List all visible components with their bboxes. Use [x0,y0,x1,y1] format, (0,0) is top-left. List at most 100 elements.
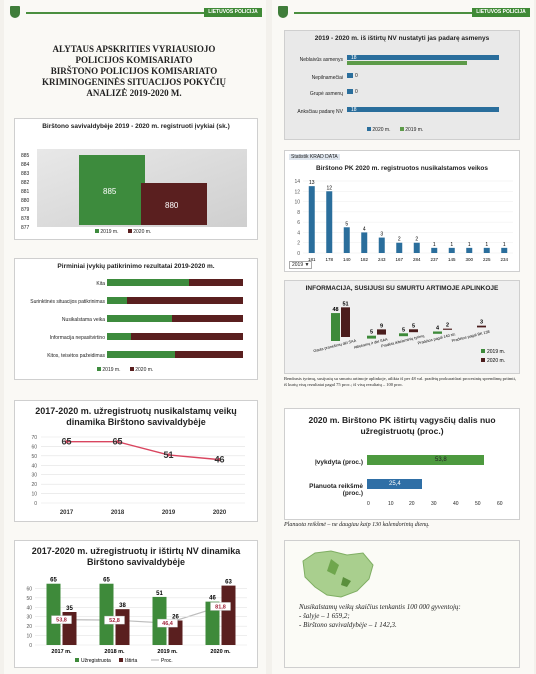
pct-box [157,618,178,628]
column-2020 [477,325,486,328]
x-tick: 2019 [162,510,176,516]
bar-2020 [141,183,207,225]
y-tick: 884 [21,162,30,168]
column [448,247,455,253]
x-tick: 40 [453,501,459,507]
data-point [115,440,120,444]
x-tick: 2018 m. [104,649,125,655]
bar-registered [99,583,114,645]
bar-category: Įvykdyta (proc.) [314,459,363,466]
x-tick: 2017 [60,510,74,516]
bar-value: 25,4 [389,481,401,487]
y-tick: 0 [29,643,32,649]
legend-swatch [129,367,134,371]
x-tick: 243 [378,257,386,262]
label-2020: 51 [342,301,348,307]
category-label: Pradėtos pagal BK 138 [451,330,490,343]
data-label: 65 [112,437,122,447]
category-label: Kitos, teisėtos pažeidimas [47,353,105,359]
data-label: 51 [163,450,173,460]
label-solved: 63 [225,580,232,586]
y-tick: 30 [26,615,32,621]
data-label: 5 [345,221,348,227]
bar-fill [107,351,175,358]
x-tick: 145 [448,257,456,262]
value-label: 0 [355,89,358,95]
police-logo-icon [10,6,20,18]
legend-label: 2020 m. [133,229,152,235]
bar-solved [115,609,130,645]
caption-line: - Birštono savivaldybėje – 1 142,3. [299,621,397,629]
label-registered: 65 [50,578,57,584]
chart-title: 2017-2020 m. užregistruotų nusikalstamų … [15,406,257,428]
y-tick: 40 [26,605,32,611]
legend-swatch [75,658,79,662]
bar-2020 [347,73,353,78]
category-label: Anksčiau padarę NV [297,109,343,115]
x-tick: 237 [430,257,438,262]
label-2019: 5 [402,327,405,333]
column [343,227,350,253]
x-tick: 300 [465,257,473,262]
y-tick: 8 [297,210,300,216]
bar-track [107,315,243,322]
legend-label: 2020 m. [372,127,391,133]
column [413,242,420,253]
x-tick: 181 [308,257,316,262]
column [378,237,385,253]
legend: 2019 m. 2020 m. [97,367,153,373]
y-tick: 880 [21,198,30,204]
label-2019: 48 [332,307,338,313]
series-line [66,441,220,461]
data-label: 4 [363,226,366,232]
legend-label: 2020 m. [487,358,505,364]
y-tick: 0 [34,501,37,507]
y-tick: 6 [297,220,300,226]
data-point [217,458,222,462]
bar-2020 [347,107,499,112]
legend-swatch [95,229,99,233]
title-line: ALYTAUS APSKRITIES VYRIAUSIOJO [52,44,216,54]
legend-label: 2020 m. [135,367,154,373]
category-label: Nusikalstama veika [61,317,105,323]
column-2020 [443,328,452,330]
y-tick: 2 [297,241,300,247]
chart-title: Pirminiai įvykių patikrinimo rezultatai … [57,263,215,270]
y-tick: 4 [297,230,300,236]
chart-crime-dynamics: 2017-2020 m. užregistruotų nusikalstamų … [14,400,258,522]
chart-registered-crimes: Statistik KRAD DATA Birštono PK 2020 m. … [284,150,520,272]
legend-label: 2019 m. [102,367,121,373]
bar-solved [221,585,236,645]
y-tick: 60 [31,444,37,450]
bar-registered [205,601,220,645]
y-tick: 10 [294,200,300,206]
bar-2019 [347,61,467,65]
legend-swatch [119,658,123,662]
legend-swatch [127,229,132,233]
legend-swatch [367,127,371,131]
bar-registered [46,583,61,645]
column [396,242,403,253]
column-2020 [341,307,350,337]
data-label: 65 [61,437,71,447]
column [326,191,333,253]
header-line [294,12,476,14]
legend-swatch [481,349,485,353]
label-2019: 4 [436,325,440,331]
document-title: ALYTAUS APSKRITIES VYRIAUSIOJO POLICIJOS… [24,44,244,99]
y-tick: 10 [31,492,37,498]
legend-label: 2019 m. [487,349,505,355]
category-label: Surinktinės situacijos patikrinimas [30,299,105,305]
pct-box [51,615,72,624]
data-label: 2 [398,237,401,243]
bar-value: 53,8 [435,457,447,463]
bar-fill [107,279,189,286]
y-tick: 882 [21,180,30,186]
x-tick: 225 [483,257,491,262]
label-registered: 46 [209,596,216,602]
chart-persons: 2019 - 2020 m. iš ištirtų NV nustatyti j… [284,30,520,140]
year-filter[interactable]: 2019 ▼ [289,261,313,269]
bar-track [107,351,243,358]
column [501,247,508,253]
